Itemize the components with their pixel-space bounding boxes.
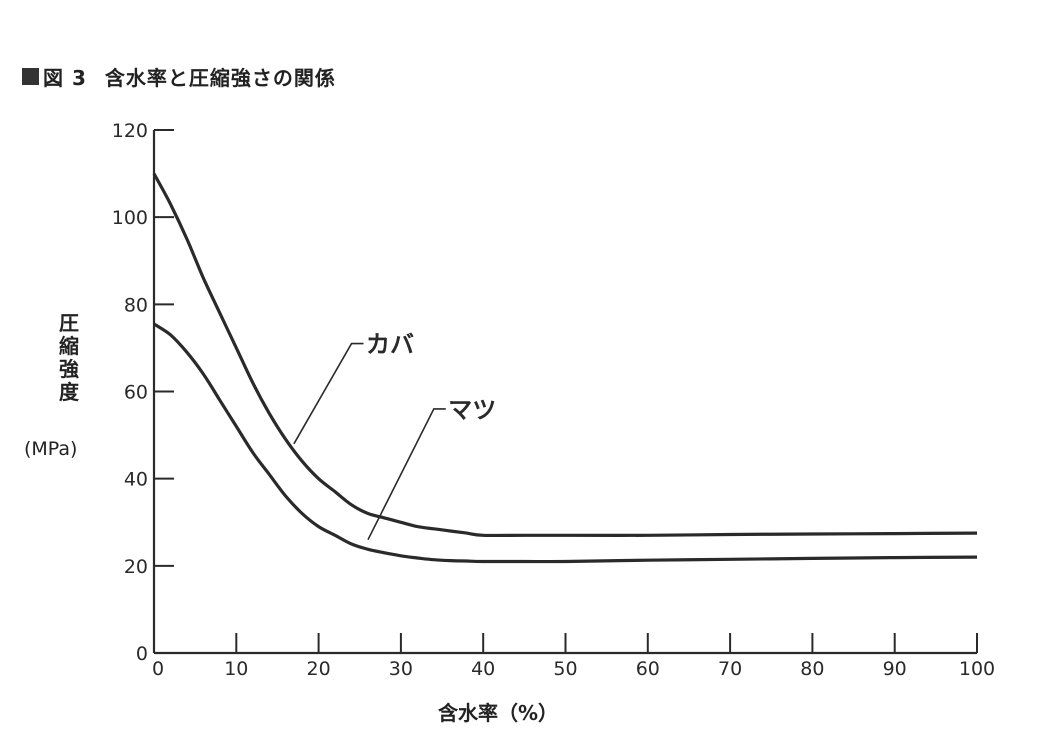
y-axis-unit: (MPa)	[24, 438, 78, 460]
y-tick-label: 80	[124, 294, 148, 316]
chart-title: 含水率と圧縮強さの関係	[104, 66, 336, 90]
x-axis-label: 含水率（%）	[438, 701, 559, 725]
x-tick-label: 60	[636, 658, 660, 680]
y-tick-label: 100	[112, 207, 148, 229]
x-tick-label: 40	[471, 658, 495, 680]
y-tick-label: 60	[124, 382, 148, 404]
y-tick-label: 40	[124, 469, 148, 491]
x-tick-label: 0	[152, 658, 164, 680]
figure-number: 図 3	[43, 66, 87, 90]
y-tick-label: 120	[112, 120, 148, 142]
series-layer	[152, 172, 978, 564]
figure-title: 図 3 含水率と圧縮強さの関係	[22, 62, 336, 91]
x-tick-label: 90	[883, 658, 907, 680]
y-tick-label: 20	[124, 556, 148, 578]
y-axis-label-char: 度	[59, 380, 79, 404]
y-tick-label: 0	[136, 643, 148, 665]
y-axis-label-char: 強	[59, 357, 79, 381]
series-label-kaba: カバ	[366, 331, 414, 359]
y-axis-label: 圧縮強度	[55, 312, 83, 404]
axes: 0 20 40 60 80 100 120 0 10 20 30 40 50 60 70 80 90 100	[112, 120, 995, 680]
x-tick-label: 70	[718, 658, 742, 680]
y-axis-label-char: 圧	[59, 311, 79, 335]
x-tick-label: 80	[800, 658, 824, 680]
x-tick-label: 100	[959, 658, 995, 680]
title-square-icon	[22, 68, 39, 85]
x-tick-label: 30	[389, 658, 413, 680]
series-label-matsu: マツ	[448, 396, 496, 424]
leader-line-matsu	[367, 408, 446, 541]
x-tick-label: 20	[307, 658, 331, 680]
series-line-kaba	[152, 172, 978, 538]
x-tick-label: 50	[553, 658, 577, 680]
x-tick-label: 10	[224, 658, 248, 680]
series-line-matsu	[153, 322, 978, 564]
leader-line-kaba	[293, 342, 364, 445]
y-axis-label-char: 縮	[59, 334, 79, 358]
